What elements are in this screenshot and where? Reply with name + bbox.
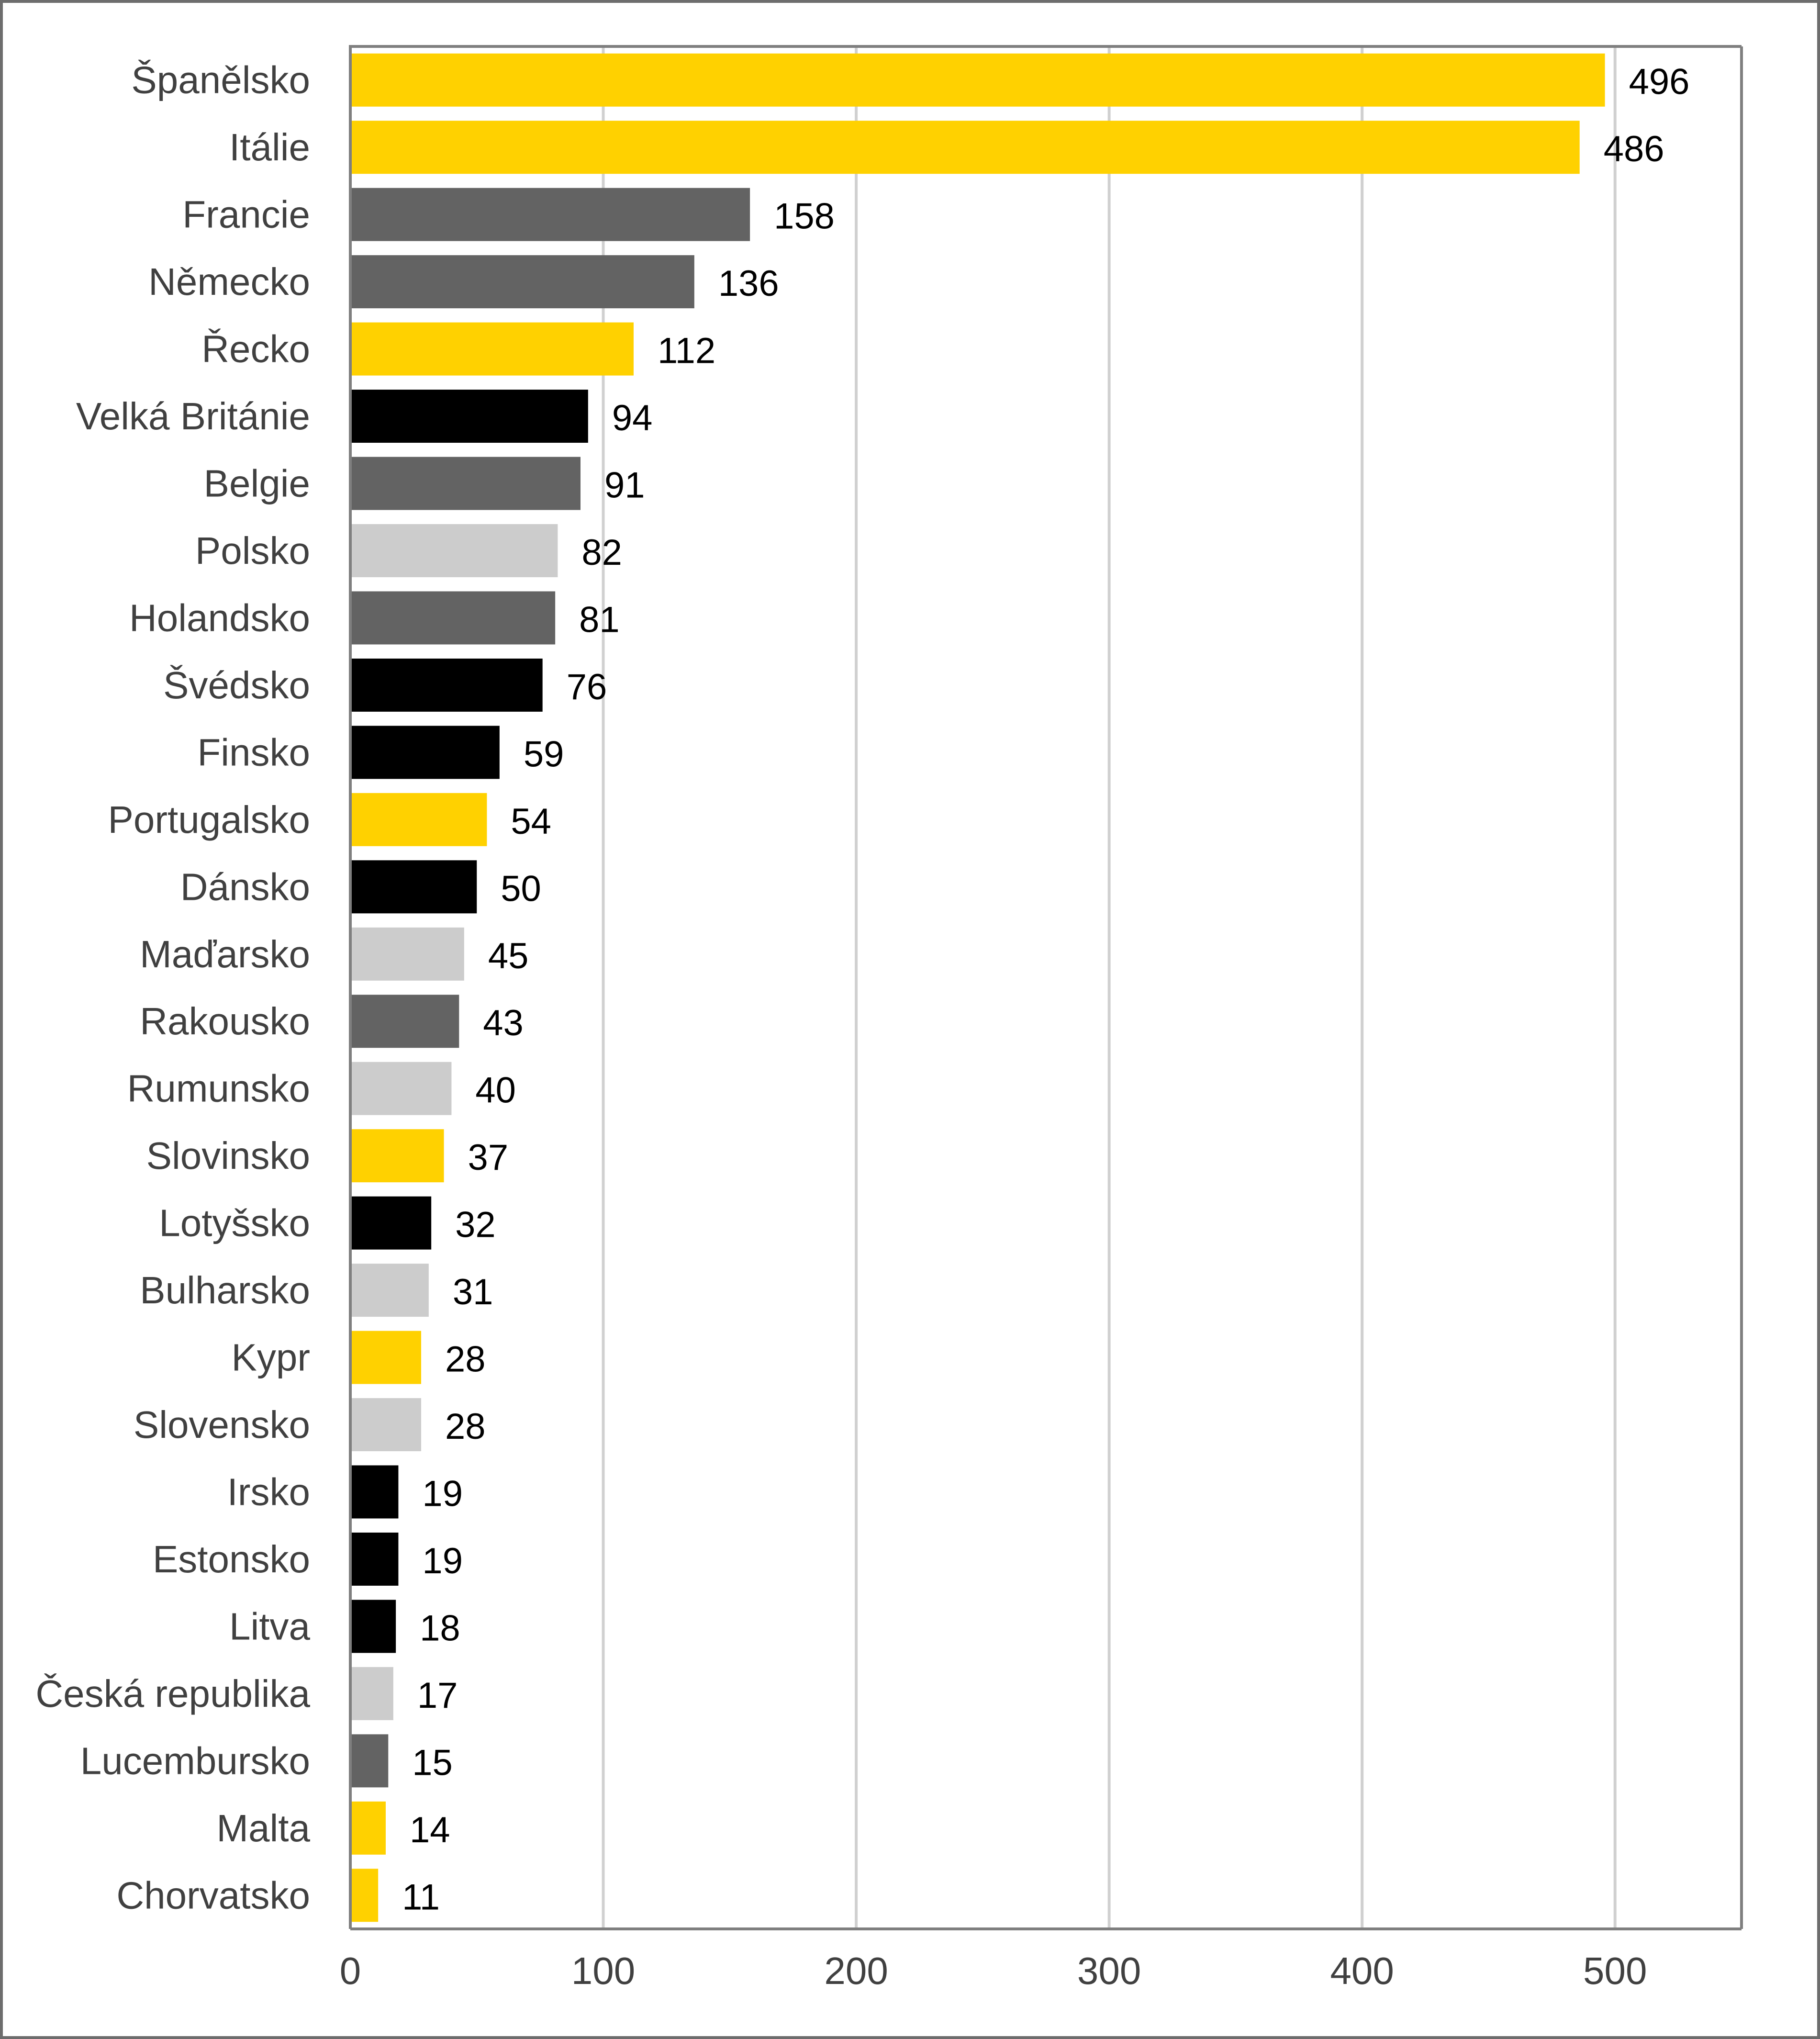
- value-label: 43: [483, 1003, 524, 1043]
- value-label: 76: [567, 667, 607, 707]
- bar-2: [350, 188, 750, 241]
- bar-22: [350, 1532, 399, 1586]
- bar-15: [350, 1062, 452, 1115]
- bar-10: [350, 726, 500, 779]
- x-tick-label: 500: [1583, 1949, 1647, 1992]
- value-label: 19: [422, 1541, 463, 1581]
- category-label: Německo: [148, 260, 310, 303]
- category-label: Slovensko: [134, 1403, 310, 1446]
- value-label: 32: [455, 1205, 496, 1245]
- value-label: 17: [417, 1675, 458, 1716]
- value-label: 11: [402, 1877, 440, 1917]
- category-label: Maďarsko: [140, 933, 310, 975]
- bar-14: [350, 995, 459, 1048]
- x-tick-label: 100: [571, 1949, 635, 1992]
- axes: [349, 45, 1743, 1930]
- value-label: 94: [612, 398, 653, 438]
- bar-23: [350, 1600, 396, 1653]
- x-tick-label: 400: [1330, 1949, 1394, 1992]
- value-label: 14: [410, 1810, 450, 1850]
- category-label: Rumunsko: [127, 1067, 310, 1110]
- category-label: Dánsko: [180, 865, 310, 908]
- category-label: Velká Británie: [76, 395, 310, 437]
- category-label: Estonsko: [153, 1538, 310, 1580]
- value-label: 19: [422, 1473, 463, 1514]
- category-label: Bulharsko: [140, 1269, 310, 1311]
- value-label: 15: [412, 1742, 453, 1783]
- value-label: 82: [581, 532, 622, 573]
- value-label: 59: [524, 734, 564, 774]
- bar-21: [350, 1465, 399, 1519]
- bar-26: [350, 1801, 386, 1855]
- x-tick-label: 0: [340, 1949, 361, 1992]
- bar-13: [350, 927, 464, 981]
- category-label: Španělsko: [131, 59, 310, 101]
- category-label: Chorvatsko: [116, 1874, 310, 1916]
- bar-4: [350, 322, 634, 376]
- value-label: 28: [445, 1406, 486, 1447]
- gridlines: [602, 46, 1617, 1929]
- bar-12: [350, 860, 477, 914]
- category-label: Slovinsko: [146, 1134, 310, 1177]
- value-label: 91: [604, 465, 645, 506]
- category-label: Lucembursko: [80, 1739, 310, 1782]
- value-label: 50: [501, 868, 541, 909]
- bar-16: [350, 1129, 444, 1183]
- category-label: Finsko: [197, 731, 310, 773]
- bar-5: [350, 390, 588, 443]
- bar-7: [350, 524, 558, 577]
- category-label: Litva: [229, 1605, 310, 1647]
- bar-8: [350, 591, 556, 645]
- value-label: 37: [468, 1137, 509, 1178]
- x-tick-label: 200: [824, 1949, 888, 1992]
- value-label: 81: [579, 599, 620, 640]
- category-label: Holandsko: [129, 596, 310, 639]
- category-label: Česká republika: [35, 1672, 310, 1715]
- bar-1: [350, 121, 1580, 174]
- category-label: Rakousko: [140, 1000, 310, 1042]
- bar-27: [350, 1869, 379, 1922]
- bar-18: [350, 1264, 429, 1317]
- value-label: 496: [1629, 62, 1690, 102]
- value-label: 112: [658, 331, 715, 371]
- value-label: 31: [453, 1272, 493, 1312]
- bar-9: [350, 658, 543, 712]
- labels: Španělsko 496 Itálie 486 Francie 158 Německo 13…: [35, 59, 1689, 1992]
- category-label: Švédsko: [163, 664, 310, 706]
- bar-20: [350, 1398, 421, 1452]
- value-label: 158: [774, 196, 835, 237]
- bar-17: [350, 1196, 432, 1250]
- bars: [350, 53, 1605, 1922]
- value-label: 45: [488, 936, 529, 976]
- value-label: 486: [1604, 129, 1664, 169]
- bar-11: [350, 793, 487, 846]
- bar-25: [350, 1734, 389, 1788]
- bar-chart: Španělsko 496 Itálie 486 Francie 158 Německo 13…: [35, 45, 1743, 1992]
- bar-3: [350, 255, 694, 309]
- category-label: Malta: [216, 1807, 310, 1849]
- value-label: 18: [420, 1608, 460, 1648]
- category-label: Polsko: [195, 529, 310, 572]
- value-label: 136: [718, 263, 779, 304]
- bar-24: [350, 1667, 393, 1720]
- category-label: Lotyšsko: [159, 1202, 310, 1244]
- bar-6: [350, 457, 581, 510]
- category-label: Irsko: [227, 1470, 310, 1513]
- category-label: Řecko: [201, 328, 310, 370]
- value-label: 54: [511, 801, 551, 842]
- category-label: Kypr: [232, 1336, 311, 1379]
- category-label: Belgie: [204, 462, 310, 505]
- value-label: 28: [445, 1339, 486, 1380]
- bar-0: [350, 53, 1605, 107]
- bar-19: [350, 1331, 421, 1384]
- category-label: Francie: [182, 193, 310, 236]
- category-label: Itálie: [229, 126, 310, 168]
- value-label: 40: [475, 1070, 516, 1111]
- x-tick-label: 300: [1077, 1949, 1141, 1992]
- category-label: Portugalsko: [108, 798, 310, 841]
